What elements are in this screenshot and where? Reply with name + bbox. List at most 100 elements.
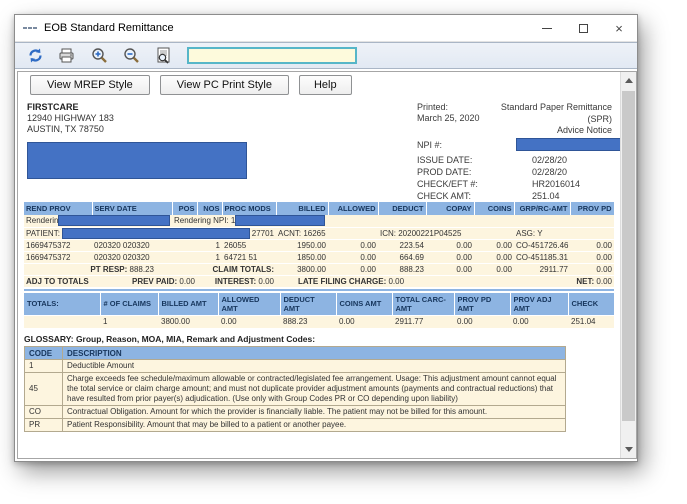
svc1-pos (172, 239, 197, 251)
close-button[interactable]: × (601, 15, 637, 42)
totals-col-billed: BILLED AMT (158, 293, 218, 315)
totals-val-check: 251.04 (568, 315, 614, 328)
col-allowed: ALLOWED (328, 202, 378, 215)
col-serv-date: SERV DATE (92, 202, 172, 215)
patient-row: PATIENT:27701 ACNT: 16265 ICN: 20200221P… (24, 227, 614, 239)
doc-type-line3: Advice Notice (501, 125, 612, 137)
svc1-copay: 0.00 (426, 239, 474, 251)
scroll-up-button[interactable] (621, 72, 637, 89)
totals-val-coins: 0.00 (336, 315, 392, 328)
patient-icn: ICN: 20200221P04525 (378, 227, 514, 239)
col-rend-prov: REND PROV (24, 202, 92, 215)
svc1-deduct: 223.54 (378, 239, 426, 251)
prev-paid-label: PREV PAID: (132, 277, 177, 286)
patient-acnt: ACNT: 16265 (276, 227, 378, 239)
patient-asg: ASG: Y (514, 227, 614, 239)
issue-date-value: 02/28/20 (532, 155, 567, 165)
glossary-code-co: CO (25, 406, 63, 419)
zoom-out-icon[interactable] (119, 45, 143, 66)
scrollbar-thumb[interactable] (622, 91, 635, 421)
issue-date-label: ISSUE DATE: (417, 155, 472, 165)
svc1-grp-amt: 1726.46 (540, 241, 569, 250)
desktop-background: EOB Standard Remittance × (0, 0, 687, 504)
search-input[interactable] (187, 47, 357, 64)
payer-name: FIRSTCARE (27, 102, 114, 113)
print-icon[interactable] (55, 45, 79, 66)
svc1-grp-code: CO-45 (516, 241, 540, 250)
rendering-npi-label: Rendering NPI: 1 (174, 216, 235, 225)
net-label: NET: (576, 277, 594, 286)
totals-col-carc: TOTAL CARC-AMT (392, 293, 454, 315)
svc1-nos: 1 (197, 239, 222, 251)
glossary-desc-45: Charge exceeds fee schedule/maximum allo… (63, 373, 566, 406)
svc2-coins: 0.00 (474, 251, 514, 263)
minimize-icon (542, 28, 552, 29)
col-nos: NOS (197, 202, 222, 215)
claim-totals-copay: 0.00 (426, 263, 474, 275)
net-value: 0.00 (596, 277, 612, 286)
totals-val-deduct: 888.23 (280, 315, 336, 328)
svc2-deduct: 664.69 (378, 251, 426, 263)
glossary-row: 1 Deductible Amount (25, 360, 566, 373)
totals-val-prov-adj: 0.00 (510, 315, 568, 328)
vertical-scrollbar[interactable] (620, 72, 636, 458)
zoom-in-icon[interactable] (87, 45, 111, 66)
payer-address-line2: AUSTIN, TX 78750 (27, 124, 114, 135)
totals-divider (24, 289, 614, 291)
svc1-serv-date: 020320 020320 (92, 239, 172, 251)
prev-paid-value: 0.00 (179, 277, 195, 286)
redaction-box-npi (516, 138, 624, 151)
doc-type-line1: Standard Paper Remittance (501, 102, 612, 114)
minimize-button[interactable] (529, 15, 565, 42)
document-type-block: Standard Paper Remittance (SPR) Advice N… (501, 102, 612, 137)
redaction-box-rendering-npi (235, 215, 325, 226)
claims-header-row: REND PROV SERV DATE POS NOS PROC MODS BI… (24, 202, 614, 215)
printed-date: March 25, 2020 (417, 113, 480, 123)
claim-totals-coins: 0.00 (474, 263, 514, 275)
col-billed: BILLED (276, 202, 328, 215)
doc-type-line2: (SPR) (501, 114, 612, 126)
glossary-code-pr: PR (25, 419, 63, 432)
find-icon[interactable] (151, 45, 175, 66)
check-amt-value: 251.04 (532, 191, 560, 201)
totals-table: TOTALS: # OF CLAIMS BILLED AMT ALLOWED A… (24, 293, 615, 328)
payer-block: FIRSTCARE 12940 HIGHWAY 183 AUSTIN, TX 7… (27, 102, 114, 135)
titlebar[interactable]: EOB Standard Remittance × (15, 15, 637, 42)
glossary-col-description: DESCRIPTION (63, 347, 566, 360)
col-copay: COPAY (426, 202, 474, 215)
remittance-document: FIRSTCARE 12940 HIGHWAY 183 AUSTIN, TX 7… (18, 72, 620, 458)
scroll-up-icon (625, 78, 633, 83)
svc2-copay: 0.00 (426, 251, 474, 263)
claim-totals-row: PT RESP: 888.23 CLAIM TOTALS: 3800.00 0.… (24, 263, 614, 275)
col-proc-mods: PROC MODS (222, 202, 276, 215)
payer-address-line1: 12940 HIGHWAY 183 (27, 113, 114, 124)
app-icon (23, 22, 38, 34)
claim-totals-billed: 3800.00 (276, 263, 328, 275)
totals-val-billed: 3800.00 (158, 315, 218, 328)
scroll-down-button[interactable] (621, 441, 637, 458)
glossary-col-code: CODE (25, 347, 63, 360)
totals-col-prov-pd: PROV PD AMT (454, 293, 510, 315)
glossary-desc-1: Deductible Amount (63, 360, 566, 373)
glossary-row: PR Patient Responsibility. Amount that m… (25, 419, 566, 432)
claim-totals-allowed: 0.00 (328, 263, 378, 275)
glossary-code-45: 45 (25, 373, 63, 406)
refresh-icon[interactable] (23, 45, 47, 66)
svc1-billed: 1950.00 (276, 239, 328, 251)
totals-val-allowed: 0.00 (218, 315, 280, 328)
glossary-code-1: 1 (25, 360, 63, 373)
svc2-billed: 1850.00 (276, 251, 328, 263)
col-grp-rc-amt: GRP/RC-AMT (514, 202, 570, 215)
glossary-row: CO Contractual Obligation. Amount for wh… (25, 406, 566, 419)
patient-id-suffix: 27701 (252, 229, 274, 238)
npi-label: NPI #: (417, 140, 442, 150)
service-line-row: 1669475372 020320 020320 1 64721 51 1850… (24, 251, 614, 263)
svc1-coins: 0.00 (474, 239, 514, 251)
svc1-prov-pd: 0.00 (570, 239, 614, 251)
pt-resp-label: PT RESP: (90, 265, 127, 274)
claim-totals-prov-pd: 0.00 (570, 263, 614, 275)
maximize-icon (579, 24, 588, 33)
glossary-desc-co: Contractual Obligation. Amount for which… (63, 406, 566, 419)
glossary-desc-pr: Patient Responsibility. Amount that may … (63, 419, 566, 432)
maximize-button[interactable] (565, 15, 601, 42)
